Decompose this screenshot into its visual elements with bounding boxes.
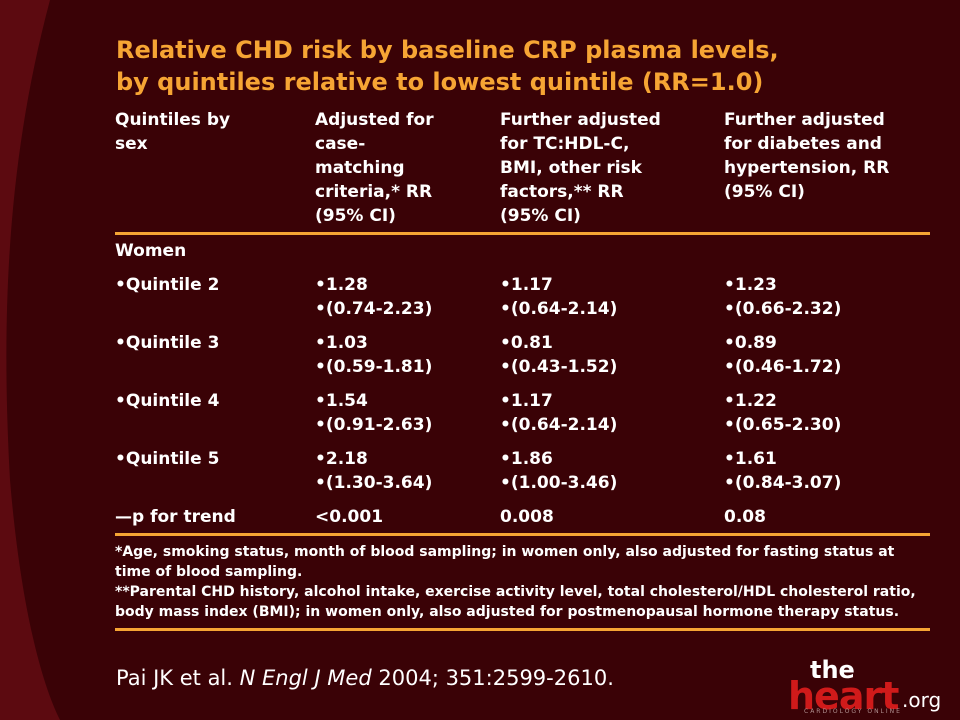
title-line-2: by quintiles relative to lowest quintile…: [116, 68, 764, 96]
cell-further-adjusted-diabetes: •0.89 •(0.46-1.72): [724, 333, 842, 377]
row-label: •Quintile 2: [115, 275, 220, 295]
header-rule: [115, 232, 930, 235]
slide-title: Relative CHD risk by baseline CRP plasma…: [116, 34, 936, 98]
table-row: •Quintile 5 •2.18 •(1.30-3.64) •1.86 •(1…: [115, 447, 930, 505]
trend-row: —p for trend <0.001 0.008 0.08: [115, 505, 930, 533]
cell-adjusted: •1.28 •(0.74-2.23): [315, 275, 433, 319]
theheart-logo: the heart .org CARDIOLOGY ONLINE: [788, 658, 948, 716]
row-label: •Quintile 4: [115, 391, 220, 411]
table-header-row: Quintiles by sex Adjusted for case- matc…: [115, 108, 930, 232]
trend-further-adjusted: 0.008: [500, 507, 554, 527]
footnote-2: **Parental CHD history, alcohol intake, …: [115, 584, 916, 620]
logo-heart: heart: [788, 674, 899, 718]
cell-further-adjusted: •1.86 •(1.00-3.46): [500, 449, 618, 493]
footnote-1: *Age, smoking status, month of blood sam…: [115, 544, 895, 580]
table-row: •Quintile 2 •1.28 •(0.74-2.23) •1.17 •(0…: [115, 273, 930, 331]
header-adjusted-case-matching: Adjusted for case- matching criteria,* R…: [315, 110, 434, 226]
logo-tagline: CARDIOLOGY ONLINE: [804, 708, 902, 715]
header-further-adjusted-diabetes: Further adjusted for diabetes and hypert…: [724, 110, 890, 202]
cell-further-adjusted-diabetes: •1.23 •(0.66-2.32): [724, 275, 842, 319]
cell-further-adjusted: •1.17 •(0.64-2.14): [500, 275, 618, 319]
cell-further-adjusted-diabetes: •1.22 •(0.65-2.30): [724, 391, 842, 435]
results-table: Quintiles by sex Adjusted for case- matc…: [115, 108, 930, 631]
trend-label: —p for trend: [115, 507, 236, 527]
cell-further-adjusted-diabetes: •1.61 •(0.84-3.07): [724, 449, 842, 493]
cell-adjusted: •1.54 •(0.91-2.63): [315, 391, 433, 435]
logo-the: the: [810, 656, 855, 684]
footnote-rule-bottom: [115, 628, 930, 631]
table-row: •Quintile 4 •1.54 •(0.91-2.63) •1.17 •(0…: [115, 389, 930, 447]
logo-org: .org: [902, 688, 942, 712]
header-further-adjusted-risk: Further adjusted for TC:HDL-C, BMI, othe…: [500, 110, 661, 226]
row-label: •Quintile 3: [115, 333, 220, 353]
cell-further-adjusted: •0.81 •(0.43-1.52): [500, 333, 618, 377]
trend-further-adjusted-diabetes: 0.08: [724, 507, 766, 527]
citation-journal: N Engl J Med: [239, 666, 372, 690]
title-line-1: Relative CHD risk by baseline CRP plasma…: [116, 36, 779, 64]
cell-further-adjusted: •1.17 •(0.64-2.14): [500, 391, 618, 435]
group-label: Women: [115, 241, 187, 261]
cell-adjusted: •2.18 •(1.30-3.64): [315, 449, 433, 493]
footnotes: *Age, smoking status, month of blood sam…: [115, 536, 930, 628]
citation-authors: Pai JK et al.: [116, 666, 233, 690]
citation-details: 2004; 351:2599-2610.: [378, 666, 614, 690]
citation: Pai JK et al. N Engl J Med 2004; 351:259…: [116, 664, 614, 692]
group-row-women: Women: [115, 235, 930, 273]
table-row: •Quintile 3 •1.03 •(0.59-1.81) •0.81 •(0…: [115, 331, 930, 389]
cell-adjusted: •1.03 •(0.59-1.81): [315, 333, 433, 377]
footnote-rule-top: [115, 533, 930, 536]
row-label: •Quintile 5: [115, 449, 220, 469]
trend-adjusted: <0.001: [315, 507, 384, 527]
header-quintiles: Quintiles by sex: [115, 110, 231, 154]
